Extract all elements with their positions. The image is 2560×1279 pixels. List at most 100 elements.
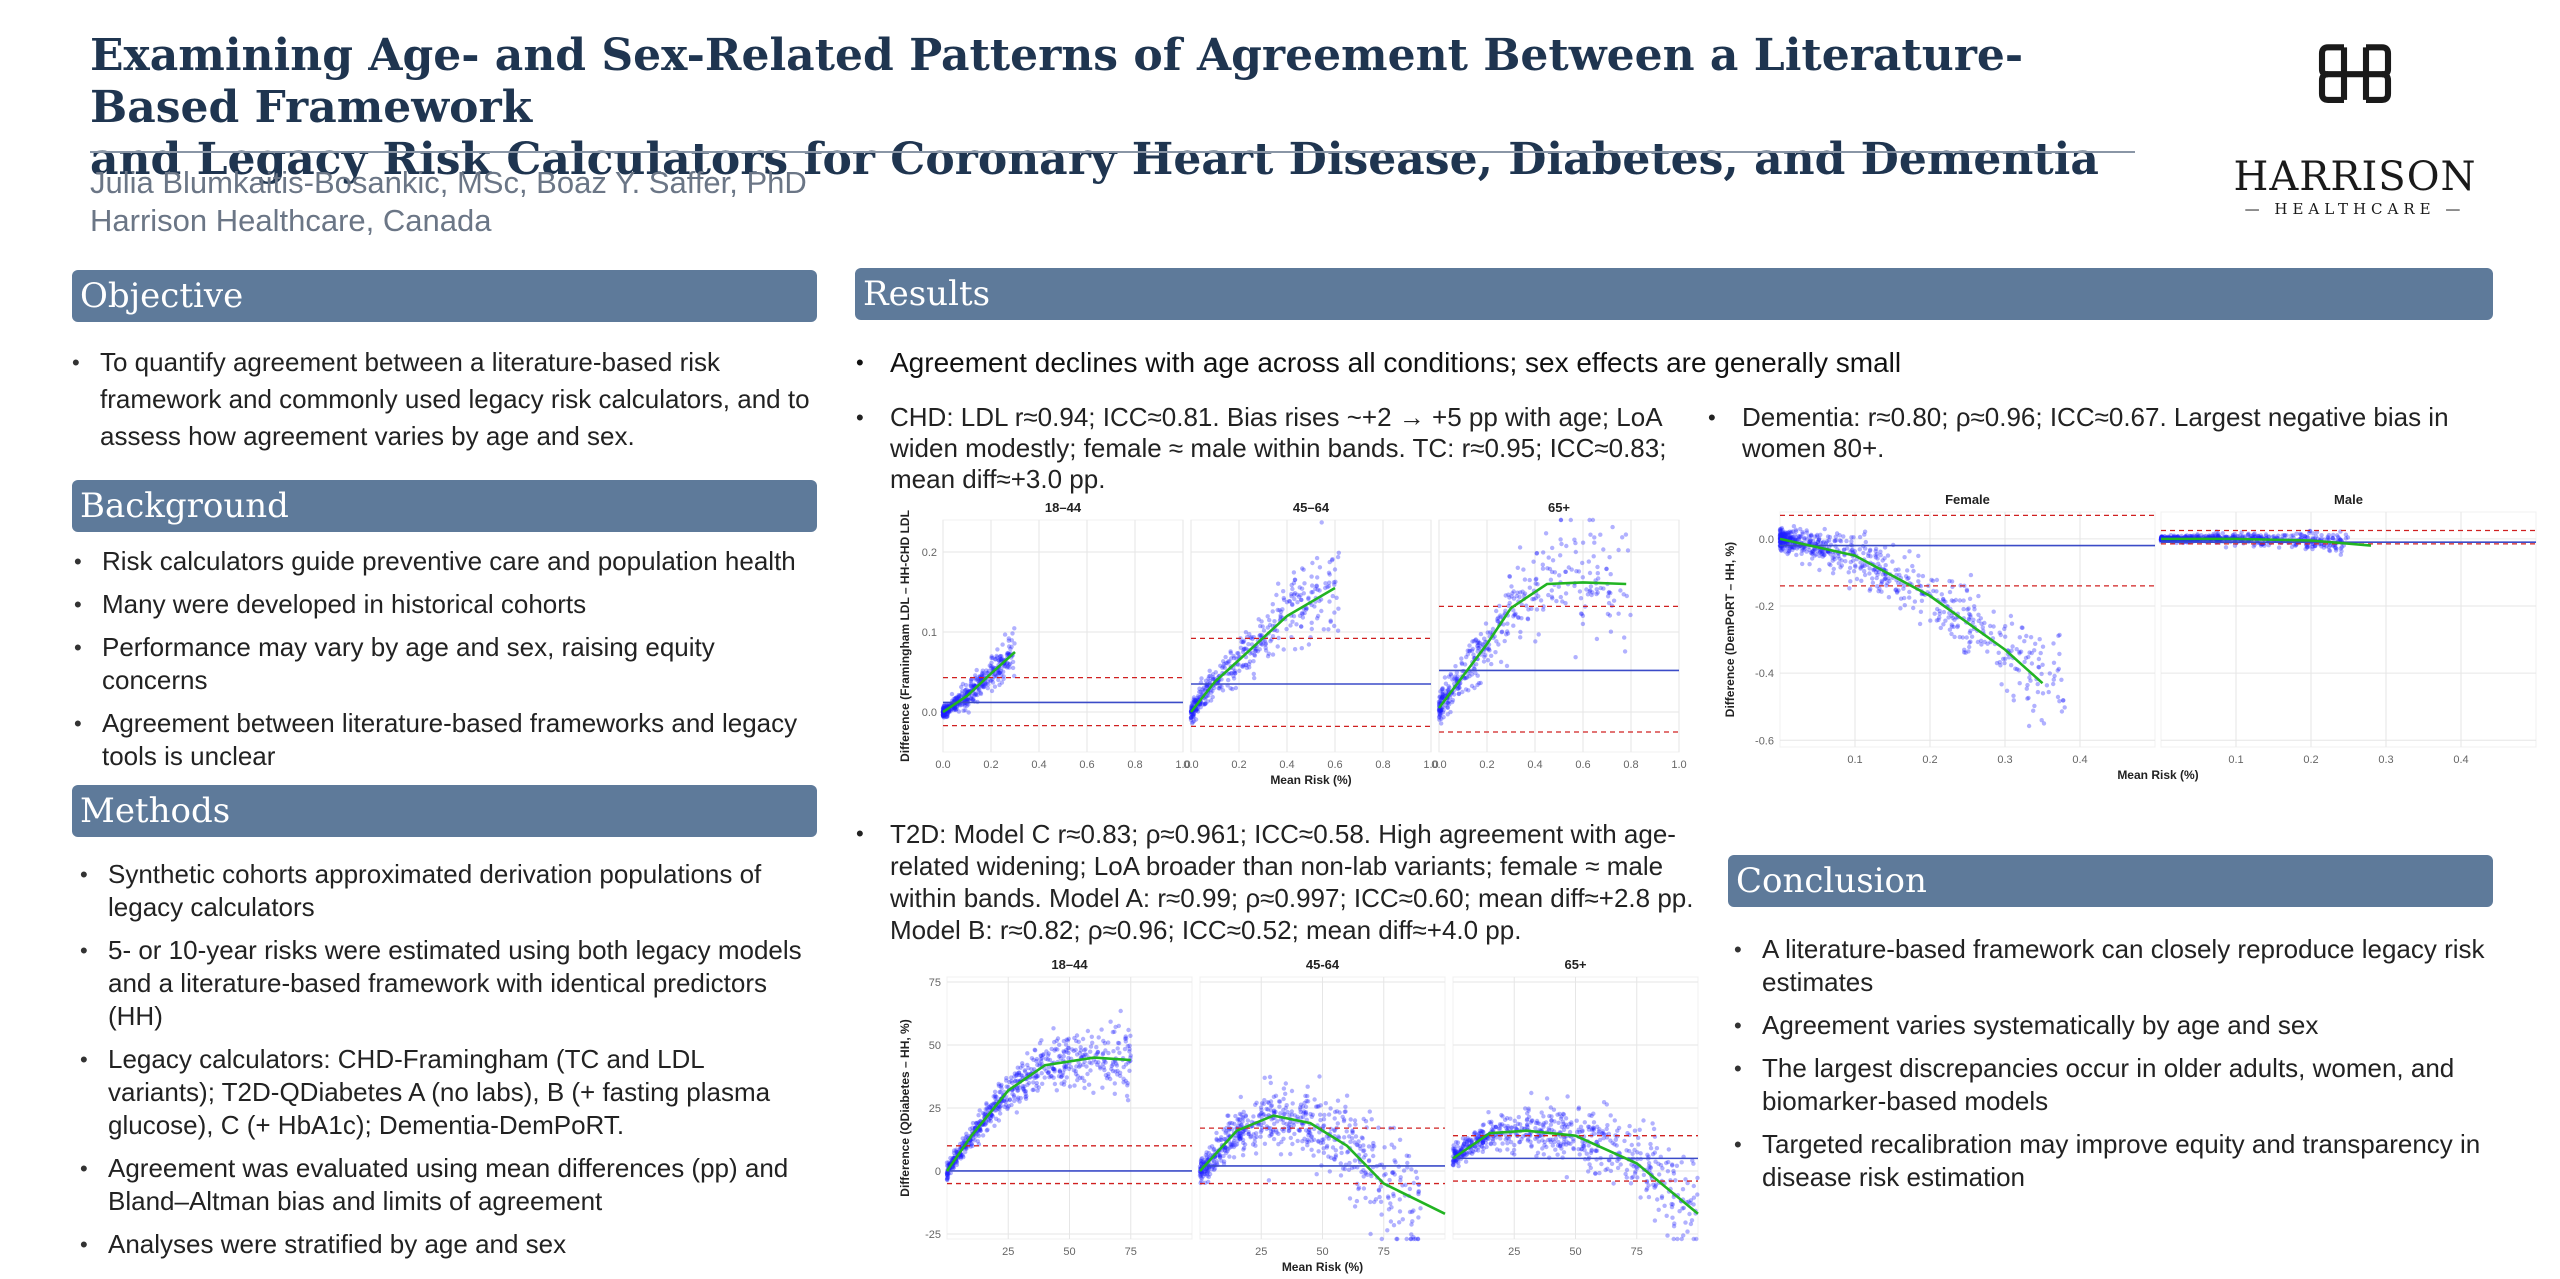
data-point <box>986 1117 991 1122</box>
data-point <box>1283 1105 1288 1111</box>
data-point <box>1648 1141 1653 1147</box>
data-point <box>1299 646 1304 651</box>
data-point <box>1006 638 1011 643</box>
data-point <box>1074 1033 1080 1038</box>
data-point <box>1366 1144 1372 1149</box>
data-point <box>1938 625 1943 631</box>
data-point <box>1670 1202 1675 1207</box>
data-point <box>1947 589 1953 595</box>
data-point <box>953 695 958 700</box>
data-point <box>1206 676 1211 681</box>
data-point <box>1052 1039 1057 1045</box>
data-point <box>1489 1127 1495 1132</box>
data-point <box>1652 1218 1658 1223</box>
data-point <box>2326 544 2331 550</box>
data-point <box>1269 1103 1275 1108</box>
data-point <box>1388 1201 1393 1206</box>
objective-item: To quantify agreement between a literatu… <box>64 344 814 455</box>
data-point <box>1227 1145 1232 1150</box>
data-point <box>1480 1140 1486 1145</box>
data-point <box>1069 1047 1075 1052</box>
data-point <box>952 706 958 711</box>
data-point <box>1462 662 1468 667</box>
data-point <box>2232 543 2238 548</box>
data-point <box>1327 572 1332 577</box>
data-point <box>978 690 983 695</box>
data-point <box>1009 1075 1014 1080</box>
data-point <box>1363 1119 1369 1124</box>
data-point <box>1784 530 1789 536</box>
data-point <box>1581 1144 1586 1149</box>
data-point <box>1124 1093 1130 1099</box>
data-point <box>1341 1118 1347 1124</box>
data-point <box>1198 1171 1203 1176</box>
background-item: Performance may vary by age and sex, rai… <box>66 631 826 697</box>
data-point <box>1950 615 1955 621</box>
data-point <box>1328 1155 1334 1160</box>
t2d-paragraph: • T2D: Model C r≈0.83; ρ≈0.961; ICC≈0.58.… <box>856 819 1694 945</box>
data-point <box>1598 585 1603 591</box>
facet-title: 45–64 <box>1293 500 1330 515</box>
data-point <box>1324 1143 1330 1149</box>
data-point <box>2040 691 2046 696</box>
data-point <box>1849 535 1854 540</box>
data-point <box>1969 634 1975 639</box>
data-point <box>1334 1109 1340 1114</box>
data-point <box>1123 1039 1128 1044</box>
data-point <box>1344 1093 1350 1098</box>
data-point <box>1796 537 1802 542</box>
data-point <box>1231 673 1236 679</box>
data-point <box>1312 1097 1317 1102</box>
data-point <box>1304 606 1309 611</box>
data-point <box>1680 1187 1686 1192</box>
facet-title: 18–44 <box>1051 957 1088 972</box>
data-point <box>1049 1074 1054 1079</box>
data-point <box>1610 524 1615 530</box>
data-point <box>1447 702 1452 707</box>
data-point <box>1554 598 1559 604</box>
data-point <box>1779 540 1784 545</box>
data-point <box>1808 533 1813 539</box>
data-point <box>992 684 998 689</box>
data-point <box>1281 1086 1287 1091</box>
data-point <box>1831 566 1836 572</box>
data-point <box>1204 1171 1210 1176</box>
data-point <box>2026 654 2031 660</box>
data-point <box>974 1121 979 1126</box>
data-point <box>1587 1162 1592 1167</box>
data-point <box>1218 1137 1223 1142</box>
data-point <box>1529 606 1534 611</box>
data-point <box>1512 612 1517 617</box>
data-point <box>1361 1174 1366 1179</box>
smooth-trend-line <box>2161 537 2372 547</box>
data-point <box>996 677 1001 683</box>
data-point <box>1437 708 1443 713</box>
data-point <box>1656 1207 1661 1212</box>
data-point <box>1552 570 1558 575</box>
data-point <box>1225 1113 1230 1118</box>
data-point <box>1066 1066 1072 1072</box>
data-point <box>946 1160 951 1165</box>
data-point <box>1265 654 1271 659</box>
data-point <box>1937 608 1942 614</box>
data-point <box>1862 569 1867 574</box>
data-point <box>1463 1137 1468 1142</box>
data-point <box>2319 536 2324 541</box>
data-point <box>996 1081 1001 1087</box>
data-point <box>1084 1052 1089 1057</box>
data-point <box>1267 617 1272 623</box>
data-point <box>1211 1161 1216 1166</box>
data-point <box>1057 1053 1063 1058</box>
data-point <box>1871 568 1876 573</box>
data-point <box>1204 1166 1209 1171</box>
data-point <box>968 681 973 687</box>
data-point <box>1509 1125 1514 1130</box>
data-point <box>994 653 999 659</box>
data-point <box>1361 1148 1367 1153</box>
data-point <box>1279 1139 1284 1145</box>
data-point <box>1546 592 1551 598</box>
data-point <box>1563 1116 1569 1121</box>
data-point <box>1906 575 1911 581</box>
data-point <box>1571 1137 1576 1142</box>
data-point <box>1022 1084 1027 1089</box>
